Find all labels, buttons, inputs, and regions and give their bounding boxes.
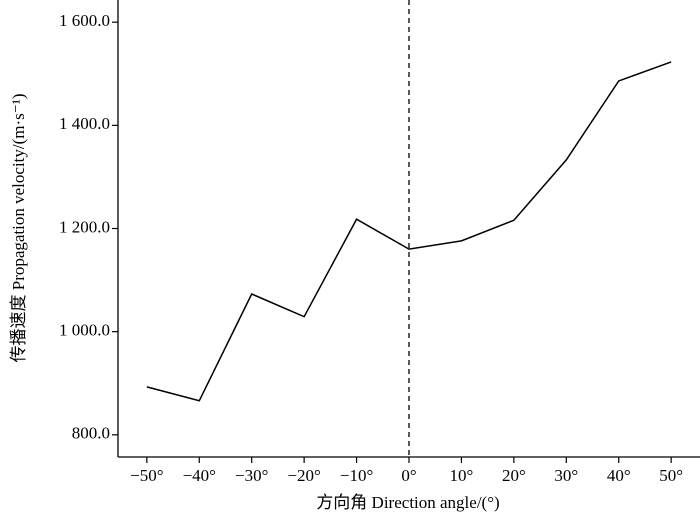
x-tick-label: −40° (183, 466, 216, 485)
x-axis-label: 方向角 Direction angle/(°) (316, 493, 499, 512)
x-tick-label: 20° (502, 466, 526, 485)
x-tick-label: 40° (607, 466, 631, 485)
x-tick-label: 50° (659, 466, 683, 485)
x-tick-label: 30° (554, 466, 578, 485)
x-tick-label: 10° (450, 466, 474, 485)
y-tick-label: 1 000.0 (59, 321, 110, 340)
x-tick-label: −30° (235, 466, 268, 485)
x-tick-label: 0° (401, 466, 416, 485)
x-tick-label: −20° (287, 466, 320, 485)
y-axis-label: 传播速度 Propagation velocity/(m·s⁻¹) (9, 93, 28, 362)
x-tick-label: −50° (130, 466, 163, 485)
y-tick-label: 1 400.0 (59, 114, 110, 133)
x-tick-label: −10° (340, 466, 373, 485)
y-tick-label: 1 600.0 (59, 11, 110, 30)
y-tick-label: 800.0 (72, 424, 110, 443)
y-tick-label: 1 200.0 (59, 217, 110, 236)
data-line (146, 61, 672, 402)
